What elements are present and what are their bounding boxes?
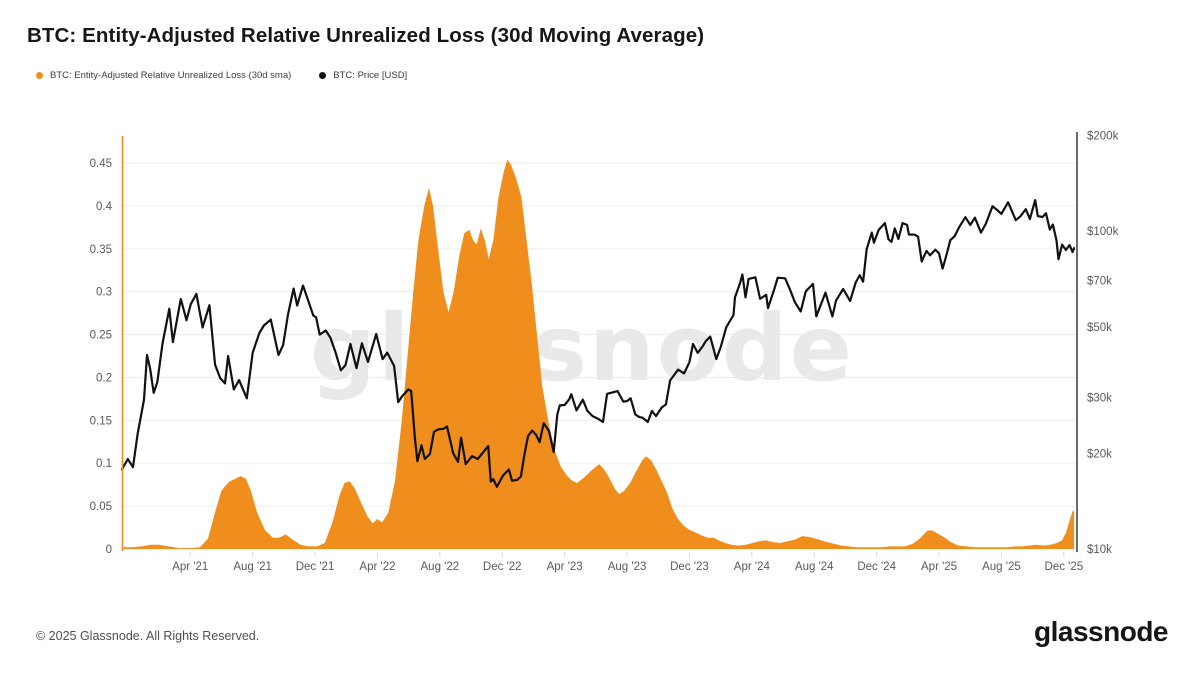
x-axis-tick-label: Dec '21 bbox=[296, 561, 335, 573]
right-axis-tick-label: $70k bbox=[1087, 275, 1112, 287]
left-axis-tick-label: 0 bbox=[106, 544, 112, 556]
right-axis-tick-label: $50k bbox=[1087, 322, 1112, 334]
right-axis-tick-label: $100k bbox=[1087, 226, 1119, 238]
x-axis-tick-label: Dec '23 bbox=[670, 561, 709, 573]
legend-marker-loss-icon bbox=[36, 72, 43, 79]
left-axis-tick-label: 0.45 bbox=[90, 158, 112, 170]
left-axis-tick-label: 0.1 bbox=[96, 458, 112, 470]
left-axis-tick-label: 0.05 bbox=[90, 501, 112, 513]
x-axis-tick-label: Apr '21 bbox=[172, 561, 208, 573]
legend-item-price[interactable]: BTC: Price [USD] bbox=[319, 70, 407, 81]
unrealized-loss-area-series[interactable] bbox=[122, 159, 1075, 549]
x-axis-tick-label: Apr '22 bbox=[359, 561, 395, 573]
legend-marker-price-icon bbox=[319, 72, 327, 79]
right-axis-tick-label: $10k bbox=[1087, 544, 1112, 556]
x-axis-tick-label: Aug '25 bbox=[982, 561, 1021, 573]
left-axis-tick-label: 0.25 bbox=[90, 330, 112, 342]
copyright-text: © 2025 Glassnode. All Rights Reserved. bbox=[36, 629, 260, 643]
x-axis-tick-label: Dec '24 bbox=[857, 561, 896, 573]
chart-legend: BTC: Entity-Adjusted Relative Unrealized… bbox=[36, 70, 407, 81]
x-axis-tick-label: Dec '25 bbox=[1045, 561, 1084, 573]
x-axis-tick-label: Aug '21 bbox=[233, 561, 272, 573]
right-axis-tick-label: $30k bbox=[1087, 392, 1112, 404]
glassnode-logo: glassnode bbox=[1034, 616, 1168, 647]
right-axis-tick-label: $20k bbox=[1087, 448, 1112, 460]
x-axis-tick-label: Apr '25 bbox=[921, 561, 957, 573]
left-axis-tick-label: 0.35 bbox=[90, 244, 112, 256]
btc-price-line-series[interactable] bbox=[120, 199, 1076, 488]
x-axis-tick-label: Aug '24 bbox=[795, 561, 834, 573]
x-axis-tick-label: Apr '24 bbox=[734, 561, 771, 573]
left-axis-tick-label: 0.4 bbox=[96, 201, 113, 213]
legend-label-price: BTC: Price [USD] bbox=[333, 70, 408, 81]
x-axis-tick-label: Apr '23 bbox=[547, 561, 583, 573]
watermark-glassnode: glassnode bbox=[310, 295, 854, 402]
page-title: BTC: Entity-Adjusted Relative Unrealized… bbox=[27, 24, 705, 47]
right-axis-tick-label: $200k bbox=[1087, 131, 1119, 143]
legend-item-unrealized-loss[interactable]: BTC: Entity-Adjusted Relative Unrealized… bbox=[36, 70, 291, 81]
left-axis-tick-label: 0.15 bbox=[90, 415, 112, 427]
left-axis-tick-label: 0.2 bbox=[96, 372, 112, 384]
x-axis-tick-label: Dec '22 bbox=[483, 561, 522, 573]
left-axis-tick-label: 0.3 bbox=[96, 287, 112, 299]
legend-label-unrealized-loss: BTC: Entity-Adjusted Relative Unrealized… bbox=[50, 70, 292, 81]
x-axis-tick-label: Aug '23 bbox=[608, 561, 647, 573]
x-axis-tick-label: Aug '22 bbox=[421, 561, 460, 573]
